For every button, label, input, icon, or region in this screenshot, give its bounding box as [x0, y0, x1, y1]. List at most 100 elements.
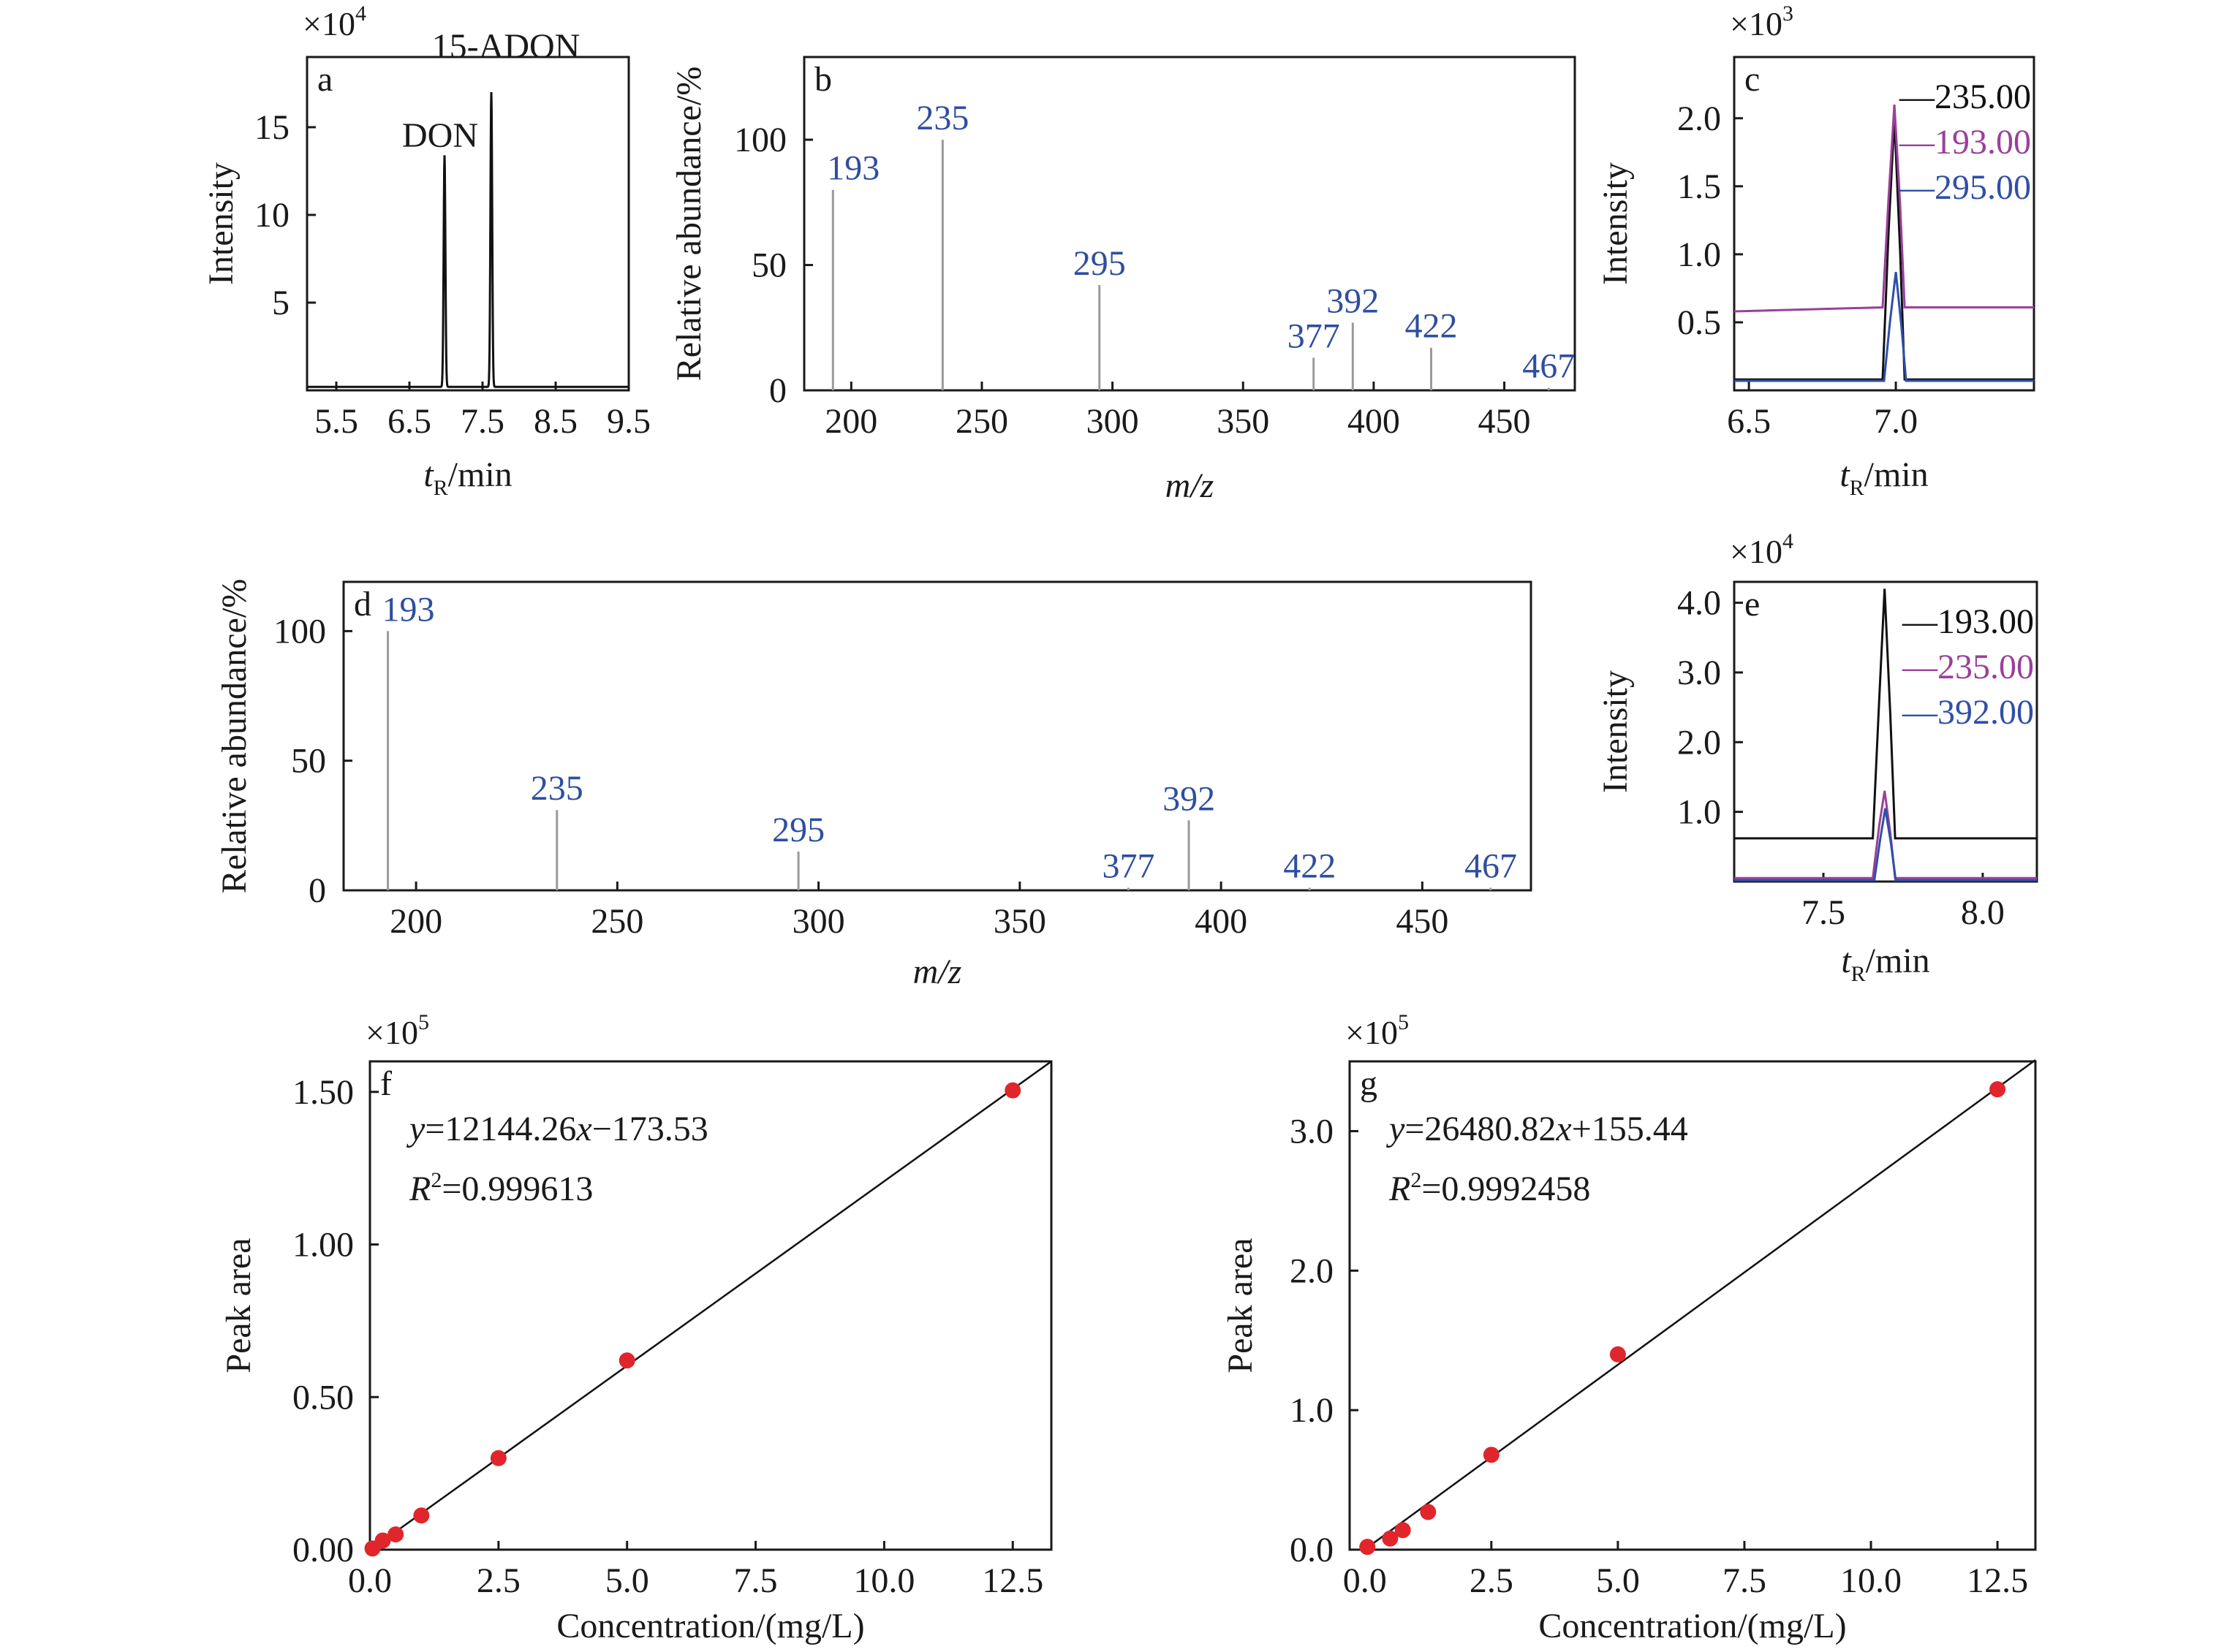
data-point — [1483, 1447, 1500, 1463]
x-tick-label: 450 — [1396, 902, 1448, 941]
peak-label: 377 — [1287, 317, 1340, 355]
panel-b-frame — [803, 56, 1576, 392]
x-tick-label: 6.5 — [387, 402, 431, 441]
x-tick-label: 10.0 — [1840, 1561, 1902, 1600]
x-axis-label-sub: R — [1851, 962, 1866, 986]
panel-letter: f — [380, 1064, 392, 1103]
x-tick-label: 6.5 — [1727, 402, 1771, 441]
data-point — [619, 1352, 635, 1369]
axis-multiplier: ×104 — [1730, 529, 1793, 570]
trace-2 — [1734, 808, 2037, 882]
trace-1 — [1734, 790, 2037, 879]
panel-d: 200 250 300 350 400 450 0 50 100 d Relative abunda… — [215, 579, 1532, 991]
peak-label: 467 — [1464, 846, 1517, 885]
peak-annotation: DON — [402, 116, 478, 155]
eq-y: y — [1385, 1110, 1405, 1148]
y-tick-label: 2.0 — [1290, 1251, 1334, 1290]
panel-letter: b — [814, 60, 832, 99]
axis-multiplier-base: ×10 — [1345, 1014, 1398, 1051]
data-point — [374, 1532, 391, 1549]
panel-letter: e — [1744, 585, 1760, 624]
x-axis-label-sub: R — [434, 476, 448, 500]
x-tick-label: 7.5 — [1801, 893, 1845, 932]
x-tick-label: 7.5 — [1722, 1561, 1766, 1600]
panel-b: 200 250 300 350 400 450 0 50 100 b Relative abunda… — [670, 56, 1576, 505]
x-tick-label: 5.0 — [605, 1561, 649, 1600]
y-tick-label: 0 — [769, 371, 787, 410]
y-tick-label: 1.50 — [292, 1073, 354, 1112]
x-axis-label-main: t — [1839, 455, 1850, 494]
axis-multiplier: ×104 — [303, 1, 366, 42]
panel-d-plot-area — [387, 631, 1492, 890]
r2-value: =0.9992458 — [1421, 1170, 1590, 1208]
peak-label: 295 — [772, 811, 825, 849]
panel-g-frame — [1348, 1060, 2037, 1551]
peak-label: 422 — [1404, 307, 1457, 346]
y-tick-label: 1.0 — [1677, 793, 1721, 832]
x-tick-label: 350 — [1217, 402, 1269, 441]
x-axis-label: Concentration/(mg/L) — [556, 1607, 864, 1645]
data-point — [413, 1507, 430, 1524]
y-tick-label: 0.0 — [1290, 1531, 1334, 1569]
y-axis-label: Relative abundance/% — [670, 67, 708, 381]
panel-c: 6.5 7.0 0.5 1.0 1.5 2.0 c Intensity tR/min ×103 —2… — [1596, 1, 2035, 500]
panel-f: 0.0 2.5 5.0 7.5 10.0 12.5 0.00 0.50 1.00 1.50 f Pea… — [219, 1010, 1053, 1645]
peak-label: 467 — [1522, 347, 1575, 386]
peak-label: 422 — [1283, 846, 1336, 885]
y-tick-label: 1.5 — [1677, 167, 1721, 206]
r2-letter: R — [409, 1170, 431, 1208]
regression-equation: y=12144.26x−173.53 — [406, 1110, 708, 1148]
y-tick-label: 1.00 — [292, 1226, 354, 1265]
r2-sup: 2 — [431, 1168, 442, 1192]
axis-multiplier-base: ×10 — [1730, 5, 1782, 42]
data-point — [1394, 1522, 1411, 1539]
x-tick-label: 400 — [1195, 902, 1247, 941]
x-tick-label: 5.0 — [1596, 1561, 1640, 1600]
x-tick-label: 7.0 — [1874, 402, 1918, 441]
y-tick-label: 50 — [291, 742, 326, 781]
axis-multiplier-exp: 5 — [1398, 1010, 1409, 1034]
peak-label: 377 — [1102, 846, 1154, 885]
data-point — [1420, 1504, 1437, 1520]
x-axis-label-sub: R — [1850, 476, 1864, 500]
x-tick-label: 450 — [1478, 402, 1531, 441]
panel-c-frame — [1733, 56, 2035, 392]
peak-label: 235 — [531, 769, 583, 808]
r2-sup: 2 — [1410, 1168, 1421, 1192]
peak-annotation: 15-ADON — [432, 27, 581, 66]
x-axis-label: tR/min — [1841, 941, 1929, 986]
y-tick-label: 0.50 — [292, 1378, 354, 1417]
legend-entry: —193.00 — [1902, 602, 2034, 641]
y-axis-label: Peak area — [1221, 1238, 1260, 1373]
x-tick-label: 8.5 — [534, 402, 578, 441]
panel-a-plot-area — [307, 91, 629, 388]
x-tick-label: 12.5 — [1967, 1561, 2028, 1600]
y-tick-label: 100 — [273, 612, 326, 651]
y-axis-label: Peak area — [219, 1238, 258, 1373]
data-point — [1005, 1082, 1021, 1099]
fit-line — [1364, 1059, 2036, 1550]
x-tick-label: 7.5 — [734, 1561, 778, 1600]
x-axis-label: tR/min — [423, 455, 512, 500]
eq-intercept: +155.44 — [1572, 1110, 1688, 1148]
x-tick-label: 2.5 — [477, 1561, 521, 1600]
y-tick-label: 0.00 — [292, 1531, 354, 1569]
x-axis-label: tR/min — [1839, 455, 1928, 500]
y-tick-label: 10 — [254, 196, 290, 235]
panel-e-frame — [1733, 580, 2038, 883]
panel-d-frame — [342, 580, 1532, 892]
axis-multiplier-base: ×10 — [366, 1014, 418, 1051]
r-squared: R2=0.999613 — [409, 1168, 593, 1208]
y-tick-label: 5 — [272, 284, 290, 322]
x-axis-label: Concentration/(mg/L) — [1538, 1607, 1846, 1645]
y-tick-label: 3.0 — [1290, 1112, 1334, 1151]
x-axis-label-main: t — [423, 455, 434, 494]
data-point — [1609, 1346, 1626, 1363]
peak-label: 193 — [827, 149, 880, 188]
y-tick-label: 0 — [309, 871, 326, 910]
eq-intercept: −173.53 — [592, 1110, 708, 1148]
peak-label: 235 — [916, 99, 969, 137]
y-tick-label: 4.0 — [1677, 584, 1721, 623]
x-tick-label: 2.5 — [1470, 1561, 1513, 1600]
axis-multiplier: ×105 — [1345, 1010, 1409, 1051]
